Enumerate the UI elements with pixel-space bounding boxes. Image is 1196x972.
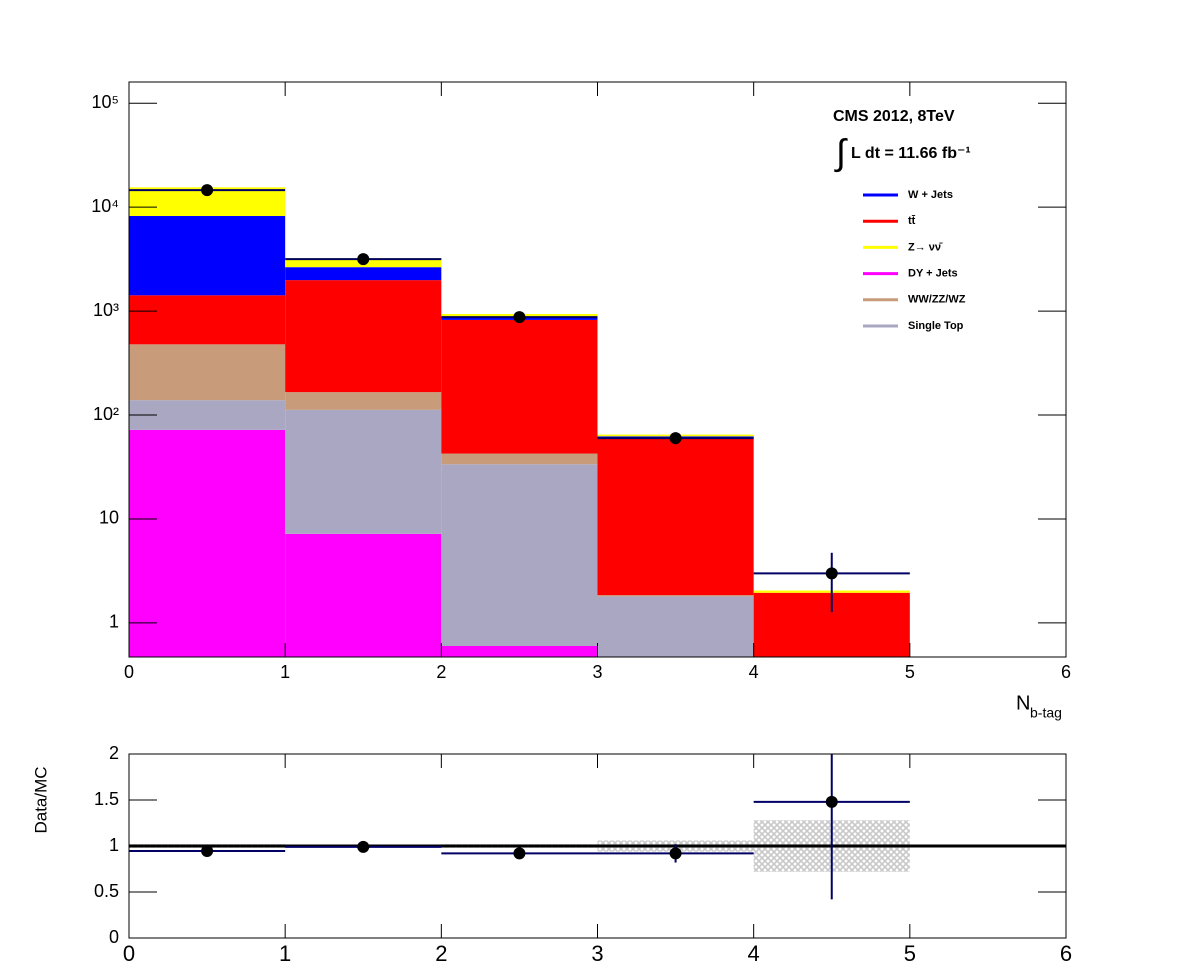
y-tick-label: 10⁴ bbox=[91, 196, 119, 216]
y-tick-label: 1 bbox=[109, 835, 119, 855]
x-tick-label: 0 bbox=[123, 941, 135, 966]
stack-segment bbox=[285, 267, 442, 281]
stack-segment bbox=[441, 453, 598, 465]
y-tick-label: 1.5 bbox=[94, 789, 119, 809]
luminosity-label: L dt = 11.66 fb⁻¹ bbox=[851, 145, 971, 162]
stack-segment bbox=[597, 437, 754, 596]
x-tick-label: 3 bbox=[591, 941, 603, 966]
experiment-label: CMS 2012, 8TeV bbox=[833, 108, 955, 125]
legend-label: Single Top bbox=[908, 320, 964, 332]
y-tick-label: 10⁵ bbox=[92, 92, 119, 112]
x-tick-label: 1 bbox=[279, 941, 291, 966]
stack-segment bbox=[129, 429, 286, 657]
legend-label: tt̄ bbox=[908, 215, 916, 227]
data-point bbox=[357, 253, 370, 266]
x-tick-label: 1 bbox=[280, 662, 290, 682]
stack-segment bbox=[285, 533, 442, 657]
data-point bbox=[201, 844, 214, 857]
stack-segment bbox=[285, 392, 442, 410]
integral-sign: ∫ bbox=[834, 132, 848, 173]
x-axis-title: N bbox=[1016, 692, 1030, 714]
y-tick-label: 0 bbox=[109, 927, 119, 947]
x-tick-label: 6 bbox=[1061, 662, 1071, 682]
x-tick-label: 3 bbox=[592, 662, 602, 682]
data-point bbox=[513, 311, 526, 324]
data-point bbox=[669, 432, 682, 445]
data-point bbox=[513, 847, 526, 860]
data-point bbox=[357, 840, 370, 853]
y-tick-label: 0.5 bbox=[94, 881, 119, 901]
y-tick-label: 10³ bbox=[93, 300, 119, 320]
stack-segment bbox=[285, 280, 442, 393]
y-tick-label: 2 bbox=[109, 743, 119, 763]
y-tick-label: 1 bbox=[109, 612, 119, 632]
x-tick-label: 4 bbox=[749, 662, 759, 682]
stack-segment bbox=[597, 596, 754, 657]
x-tick-label: 5 bbox=[904, 941, 916, 966]
x-tick-label: 2 bbox=[436, 662, 446, 682]
stack-segment bbox=[441, 464, 598, 646]
ratio-y-axis-title: Data/MC bbox=[31, 766, 50, 833]
data-point bbox=[825, 795, 838, 808]
stack-segment bbox=[129, 216, 286, 296]
stack-segment bbox=[441, 645, 598, 657]
legend-label: WW/ZZ/WZ bbox=[908, 294, 966, 306]
stack-segment bbox=[129, 295, 286, 345]
stack-segment bbox=[285, 409, 442, 534]
x-tick-label: 0 bbox=[124, 662, 134, 682]
stack-segment bbox=[129, 344, 286, 401]
x-tick-label: 4 bbox=[748, 941, 760, 966]
stack-segment bbox=[597, 595, 754, 597]
legend-label: Z→ νν̄ bbox=[908, 241, 943, 253]
y-tick-label: 10 bbox=[99, 508, 119, 528]
data-point bbox=[825, 567, 838, 580]
x-tick-label: 5 bbox=[905, 662, 915, 682]
x-axis-title-subscript: b-tag bbox=[1030, 705, 1062, 721]
y-tick-label: 10² bbox=[93, 404, 119, 424]
x-tick-label: 2 bbox=[435, 941, 447, 966]
legend-label: W + Jets bbox=[908, 189, 953, 201]
x-tick-label: 6 bbox=[1060, 941, 1072, 966]
data-point bbox=[669, 847, 682, 860]
data-point bbox=[201, 184, 214, 197]
stack-segment bbox=[441, 319, 598, 454]
legend-label: DY + Jets bbox=[908, 268, 958, 280]
